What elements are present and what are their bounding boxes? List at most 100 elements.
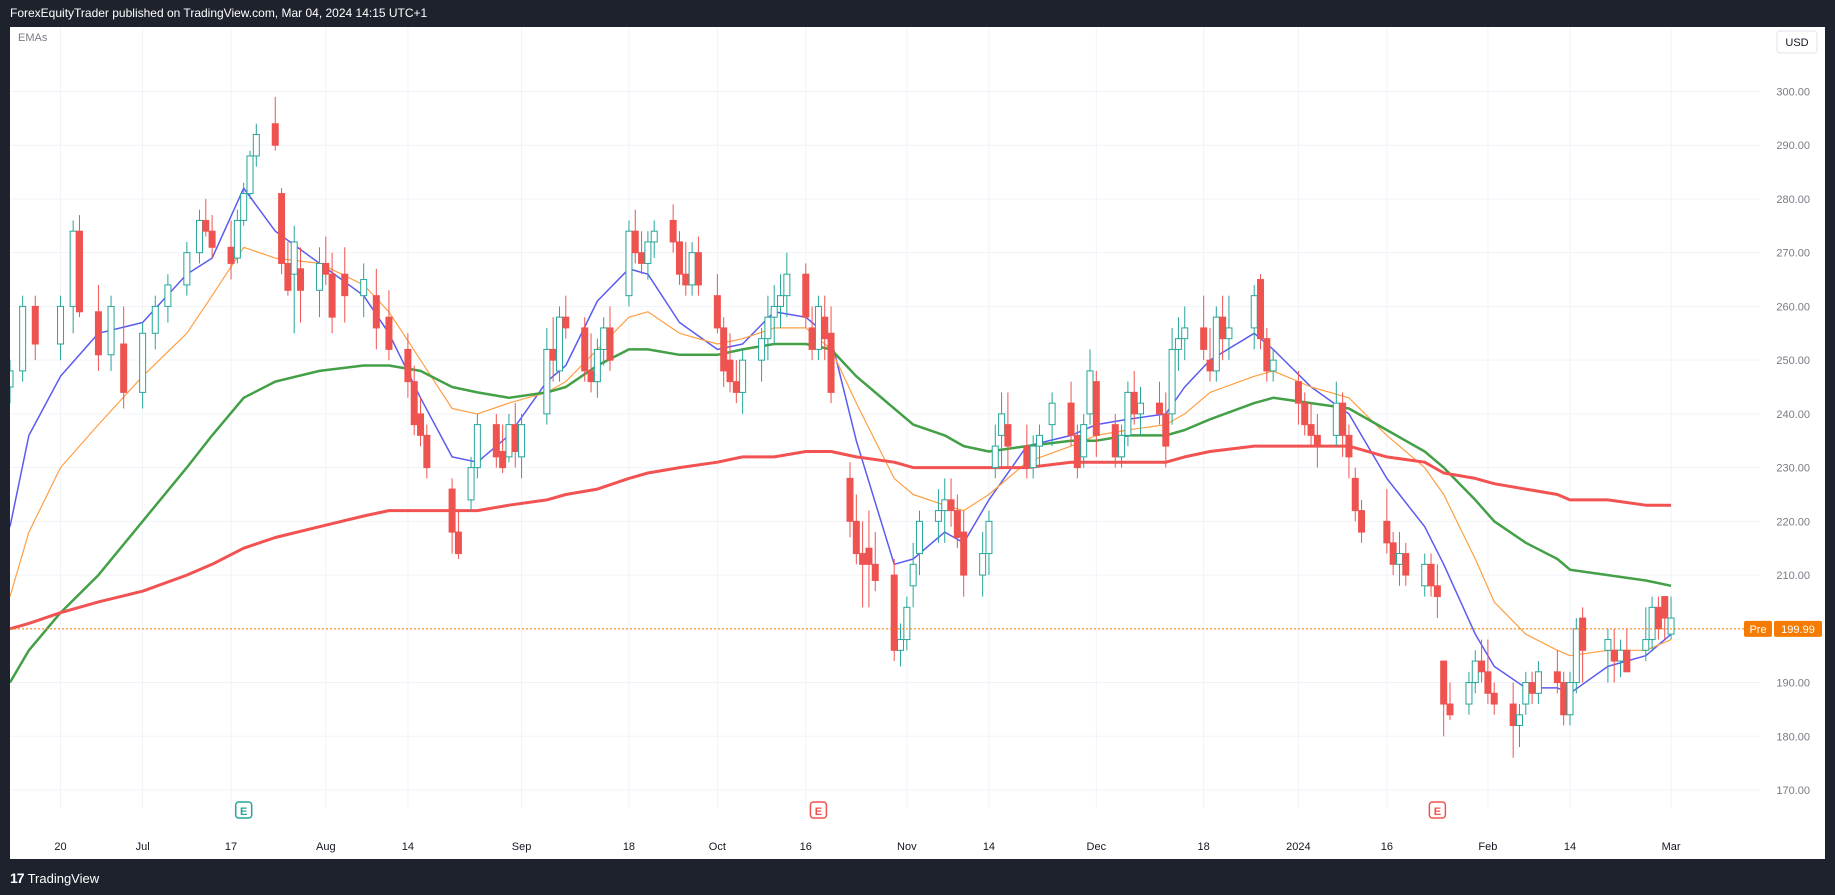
- candle-down: [271, 123, 279, 146]
- candle-up: [1225, 327, 1233, 340]
- time-tick-label: 16: [1381, 841, 1393, 853]
- footer-bar: 17 TradingView: [0, 859, 1835, 895]
- candle-down: [208, 230, 216, 248]
- currency-label: USD: [1785, 37, 1808, 49]
- pre-value-label: 199.99: [1781, 624, 1815, 636]
- candle-down: [1528, 682, 1536, 694]
- candle-down: [1358, 510, 1366, 533]
- candle-down: [1200, 327, 1208, 350]
- time-tick-label: 14: [1564, 841, 1576, 853]
- candle-up: [770, 305, 778, 318]
- candle-up: [1174, 338, 1182, 350]
- price-tick-label: 230.00: [1776, 463, 1810, 475]
- ema-long-line: [10, 444, 1672, 631]
- earnings-marker-label: E: [815, 806, 822, 818]
- candle-down: [846, 477, 854, 522]
- candle-up: [644, 241, 652, 264]
- candle-up: [240, 193, 248, 221]
- earnings-marker: [809, 801, 828, 819]
- candle-up: [1604, 639, 1612, 651]
- candle-down: [720, 327, 728, 372]
- candle-down: [802, 273, 810, 318]
- candle-up: [1617, 649, 1625, 662]
- candle-up: [1029, 445, 1037, 469]
- candle-down: [341, 273, 349, 297]
- candle-up: [1212, 316, 1220, 372]
- candle-up: [934, 510, 942, 522]
- price-tick-label: 190.00: [1776, 678, 1810, 690]
- candle-up: [543, 348, 551, 415]
- publish-line: ForexEquityTrader published on TradingVi…: [10, 6, 428, 20]
- time-tick-label: Nov: [897, 841, 917, 853]
- candle-up: [151, 305, 159, 334]
- candle-up: [1332, 402, 1340, 436]
- currency-button[interactable]: [1776, 30, 1818, 54]
- candle-up: [1566, 682, 1574, 716]
- publish-bar: ForexEquityTrader published on TradingVi…: [0, 0, 1835, 27]
- candle-down: [1351, 477, 1359, 512]
- indicator-label[interactable]: EMAs: [18, 32, 48, 44]
- candle-down: [1560, 682, 1568, 716]
- candle-up: [758, 338, 766, 361]
- candle-up: [1534, 671, 1542, 694]
- price-tick-label: 260.00: [1776, 301, 1810, 313]
- time-tick-label: Sep: [512, 841, 532, 853]
- pre-value-box: [1774, 620, 1822, 637]
- candle-up: [1124, 391, 1132, 436]
- candle-down: [859, 553, 867, 565]
- candle-down: [1257, 279, 1265, 340]
- ema-mid-line: [10, 246, 1672, 657]
- candle-down: [1661, 596, 1669, 619]
- candle-down: [404, 348, 412, 383]
- candle-up: [1137, 402, 1145, 415]
- time-tick-label: Aug: [316, 841, 336, 853]
- time-tick-label: Oct: [709, 841, 726, 853]
- candle-down: [499, 450, 507, 469]
- candle-down: [606, 327, 614, 361]
- candle-down: [1654, 606, 1662, 630]
- candle-up: [1269, 359, 1277, 372]
- candle-down: [581, 327, 589, 372]
- candle-down: [75, 230, 83, 313]
- time-tick-label: 16: [800, 841, 812, 853]
- grid: [10, 27, 1760, 809]
- earnings-marker: [1428, 801, 1447, 819]
- candle-down: [1610, 649, 1618, 662]
- ema-slow-line: [10, 342, 1672, 684]
- candle-down: [1427, 563, 1435, 587]
- candle-down: [1509, 703, 1517, 727]
- candle-down: [1345, 434, 1353, 458]
- candle-up: [467, 467, 475, 501]
- candle-down: [1339, 402, 1347, 436]
- time-tick-label: 2024: [1286, 841, 1310, 853]
- earnings-marker-label: E: [1434, 806, 1441, 818]
- candle-down: [322, 262, 330, 275]
- candle-down: [284, 262, 292, 291]
- tradingview-logo[interactable]: 17 TradingView: [10, 870, 99, 886]
- candle-up: [979, 553, 987, 576]
- candle-up: [19, 305, 27, 372]
- candle-up: [650, 230, 658, 243]
- earnings-marker-label: E: [240, 806, 247, 818]
- candle-up: [1522, 682, 1530, 705]
- candle-down: [1130, 391, 1138, 415]
- time-tick-label: 14: [983, 841, 995, 853]
- brand-label: TradingView: [27, 870, 100, 886]
- candle-down: [1579, 617, 1587, 651]
- candle-up: [1395, 553, 1403, 565]
- candle-down: [562, 316, 570, 329]
- price-tick-label: 300.00: [1776, 86, 1810, 98]
- candle-down: [1446, 703, 1454, 716]
- candle-down: [713, 295, 721, 329]
- price-chart[interactable]: 170.00180.00190.00200.00210.00220.00230.…: [10, 27, 1825, 859]
- candle-up: [360, 279, 368, 297]
- candle-down: [1389, 542, 1397, 565]
- candles: [10, 96, 1675, 758]
- candle-down: [511, 424, 519, 452]
- candle-up: [941, 499, 949, 512]
- pre-tag-label: Pre: [1749, 624, 1766, 636]
- candle-down: [1073, 434, 1081, 469]
- ema-fast-line: [10, 187, 1672, 695]
- candle-down: [202, 219, 210, 232]
- chart-frame[interactable]: 170.00180.00190.00200.00210.00220.00230.…: [10, 27, 1825, 859]
